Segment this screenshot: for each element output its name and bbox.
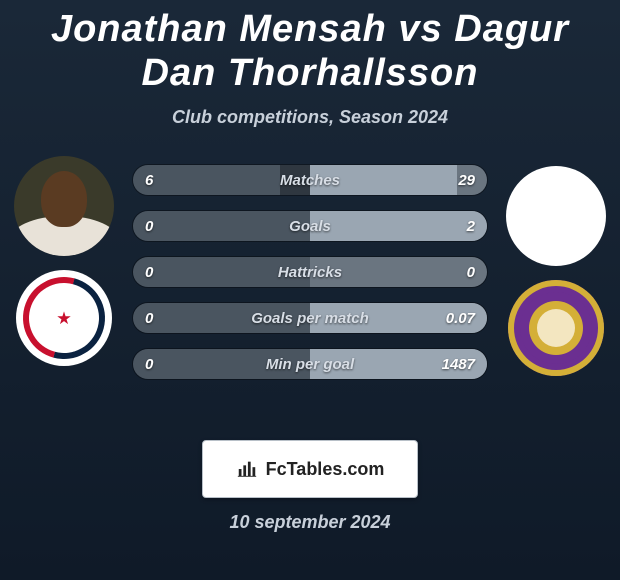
stat-label: Min per goal bbox=[133, 349, 487, 379]
stat-row: 629Matches bbox=[132, 164, 488, 196]
stat-row: 00.07Goals per match bbox=[132, 302, 488, 334]
stat-row: 01487Min per goal bbox=[132, 348, 488, 380]
brand-text: FcTables.com bbox=[266, 459, 385, 480]
date-label: 10 september 2024 bbox=[0, 512, 620, 533]
stat-label: Goals bbox=[133, 211, 487, 241]
player-left-avatar bbox=[14, 156, 114, 256]
stat-label: Matches bbox=[133, 165, 487, 195]
player-right-column bbox=[496, 166, 616, 376]
stat-row: 02Goals bbox=[132, 210, 488, 242]
stat-label: Goals per match bbox=[133, 303, 487, 333]
player-right-avatar bbox=[506, 166, 606, 266]
brand-badge[interactable]: FcTables.com bbox=[202, 440, 418, 498]
stat-label: Hattricks bbox=[133, 257, 487, 287]
stats-list: 629Matches 02Goals 00Hattricks 00.07Goals p… bbox=[132, 164, 488, 380]
player-left-column bbox=[4, 156, 124, 366]
stat-row: 00Hattricks bbox=[132, 256, 488, 288]
page-title: Jonathan Mensah vs Dagur Dan Thorhallsso… bbox=[0, 0, 620, 95]
chart-icon bbox=[236, 458, 258, 480]
player-left-club-badge bbox=[16, 270, 112, 366]
page-subtitle: Club competitions, Season 2024 bbox=[0, 107, 620, 128]
player-right-club-badge bbox=[508, 280, 604, 376]
comparison-panel: 629Matches 02Goals 00Hattricks 00.07Goals p… bbox=[0, 156, 620, 416]
